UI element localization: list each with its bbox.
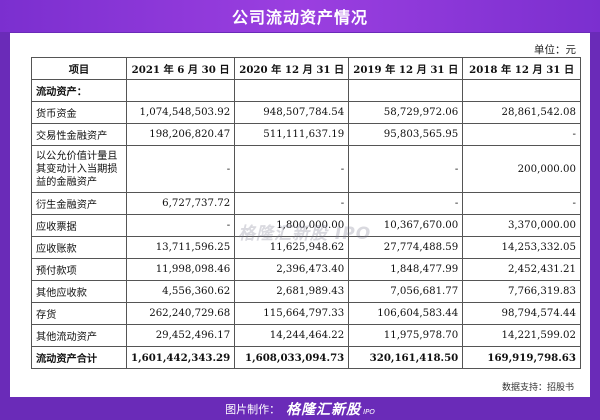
header-2019-12-31: 2019 年 12 月 31 日 bbox=[348, 57, 464, 80]
cell-value: 2,452,431.21 bbox=[462, 258, 581, 281]
row-label: 应收票据 bbox=[31, 214, 127, 237]
cell-value: 198,206,820.47 bbox=[125, 123, 236, 146]
row-label: 以公允价值计量且其变动计入当期损益的金融资产 bbox=[31, 145, 127, 193]
cell-value: 14,244,464.22 bbox=[234, 324, 350, 347]
cell-value: 948,507,784.54 bbox=[234, 101, 350, 124]
table-row: 交易性金融资产 198,206,820.47 511,111,637.19 95… bbox=[31, 123, 581, 146]
cell-value: 4,556,360.62 bbox=[125, 280, 236, 303]
row-label: 预付款项 bbox=[31, 258, 127, 281]
cell-value: 7,056,681.77 bbox=[348, 280, 464, 303]
cell-value: 13,711,596.25 bbox=[125, 236, 236, 259]
cell-value: - bbox=[462, 123, 581, 146]
row-label: 货币资金 bbox=[31, 101, 127, 124]
cell-value: 14,221,599.02 bbox=[462, 324, 581, 347]
cell-value: 1,848,477.99 bbox=[348, 258, 464, 281]
cell-value: - bbox=[348, 192, 464, 215]
table-row: 货币资金 1,074,548,503.92 948,507,784.54 58,… bbox=[31, 101, 581, 124]
cell-value: 2,681,989.43 bbox=[234, 280, 350, 303]
cell-value: 3,370,000.00 bbox=[462, 214, 581, 237]
footer-prefix: 图片制作： bbox=[225, 403, 281, 416]
cell-value: 14,253,332.05 bbox=[462, 236, 581, 259]
cell-value: 511,111,637.19 bbox=[234, 123, 350, 146]
empty-cell bbox=[125, 79, 236, 102]
cell-value: 11,998,098.46 bbox=[125, 258, 236, 281]
cell-value: - bbox=[234, 192, 350, 215]
cell-value: 200,000.00 bbox=[462, 145, 581, 193]
cell-value: 58,729,972.06 bbox=[348, 101, 464, 124]
table-row: 应收账款 13,711,596.25 11,625,948.62 27,774,… bbox=[31, 236, 581, 259]
header-2021-06-30: 2021 年 6 月 30 日 bbox=[125, 57, 236, 80]
row-label: 其他流动资产 bbox=[31, 324, 127, 347]
cell-value: - bbox=[125, 145, 236, 193]
cell-value: 28,861,542.08 bbox=[462, 101, 581, 124]
current-assets-table: 项目 2021 年 6 月 30 日 2020 年 12 月 31 日 2019… bbox=[31, 57, 581, 369]
footer: 图片制作： 格隆汇新股 IPO bbox=[0, 398, 600, 420]
table-row: 其他流动资产 29,452,496.17 14,244,464.22 11,97… bbox=[31, 324, 581, 347]
total-value: 320,161,418.50 bbox=[348, 346, 464, 369]
header-item: 项目 bbox=[31, 57, 127, 80]
table-card: 单位：元 项目 2021 年 6 月 30 日 2020 年 12 月 31 日… bbox=[10, 33, 590, 397]
table-row: 衍生金融资产 6,727,737.72 - - - bbox=[31, 192, 581, 215]
data-source: 数据支持：招股书 bbox=[501, 383, 574, 393]
section-label: 流动资产： bbox=[31, 79, 127, 102]
footer-ipo-mark: IPO bbox=[363, 408, 375, 416]
row-label: 衍生金融资产 bbox=[31, 192, 127, 215]
cell-value: 1,074,548,503.92 bbox=[125, 101, 236, 124]
empty-cell bbox=[234, 79, 350, 102]
total-label: 流动资产合计 bbox=[31, 346, 127, 369]
table-row: 以公允价值计量且其变动计入当期损益的金融资产 - - - 200,000.00 bbox=[31, 145, 581, 193]
row-label: 交易性金融资产 bbox=[31, 123, 127, 146]
row-label: 应收账款 bbox=[31, 236, 127, 259]
cell-value: - bbox=[125, 214, 236, 237]
cell-value: 95,803,565.95 bbox=[348, 123, 464, 146]
header-2018-12-31: 2018 年 12 月 31 日 bbox=[462, 57, 581, 80]
total-value: 1,601,442,343.29 bbox=[125, 346, 236, 369]
table-row: 其他应收款 4,556,360.62 2,681,989.43 7,056,68… bbox=[31, 280, 581, 303]
watermark-logo: 格隆汇新股 IPO bbox=[238, 224, 372, 244]
table-row: 应收票据 - 1,800,000.00 10,367,670.00 3,370,… bbox=[31, 214, 581, 237]
empty-cell bbox=[348, 79, 464, 102]
cell-value: - bbox=[348, 145, 464, 193]
row-label: 其他应收款 bbox=[31, 280, 127, 303]
table-header-row: 项目 2021 年 6 月 30 日 2020 年 12 月 31 日 2019… bbox=[31, 57, 581, 80]
table-row: 预付款项 11,998,098.46 2,396,473.40 1,848,47… bbox=[31, 258, 581, 281]
cell-value: 115,664,797.33 bbox=[234, 302, 350, 325]
row-label: 存货 bbox=[31, 302, 127, 325]
page-title: 公司流动资产情况 bbox=[231, 8, 368, 27]
cell-value: - bbox=[462, 192, 581, 215]
cell-value: - bbox=[234, 145, 350, 193]
cell-value: 106,604,583.44 bbox=[348, 302, 464, 325]
total-value: 169,919,798.63 bbox=[462, 346, 581, 369]
total-row: 流动资产合计 1,601,442,343.29 1,608,033,094.73… bbox=[31, 346, 581, 369]
cell-value: 2,396,473.40 bbox=[234, 258, 350, 281]
cell-value: 7,766,319.83 bbox=[462, 280, 581, 303]
footer-brand-logo: 格隆汇新股 bbox=[286, 402, 362, 418]
cell-value: 98,794,574.44 bbox=[462, 302, 581, 325]
header-2020-12-31: 2020 年 12 月 31 日 bbox=[234, 57, 350, 80]
cell-value: 11,975,978.70 bbox=[348, 324, 464, 347]
total-value: 1,608,033,094.73 bbox=[234, 346, 350, 369]
cell-value: 262,240,729.68 bbox=[125, 302, 236, 325]
title-bar: 公司流动资产情况 bbox=[0, 0, 600, 32]
unit-label: 单位：元 bbox=[534, 44, 576, 56]
table-row: 存货 262,240,729.68 115,664,797.33 106,604… bbox=[31, 302, 581, 325]
cell-value: 29,452,496.17 bbox=[125, 324, 236, 347]
empty-cell bbox=[462, 79, 581, 102]
cell-value: 6,727,737.72 bbox=[125, 192, 236, 215]
section-row: 流动资产： bbox=[31, 79, 581, 102]
